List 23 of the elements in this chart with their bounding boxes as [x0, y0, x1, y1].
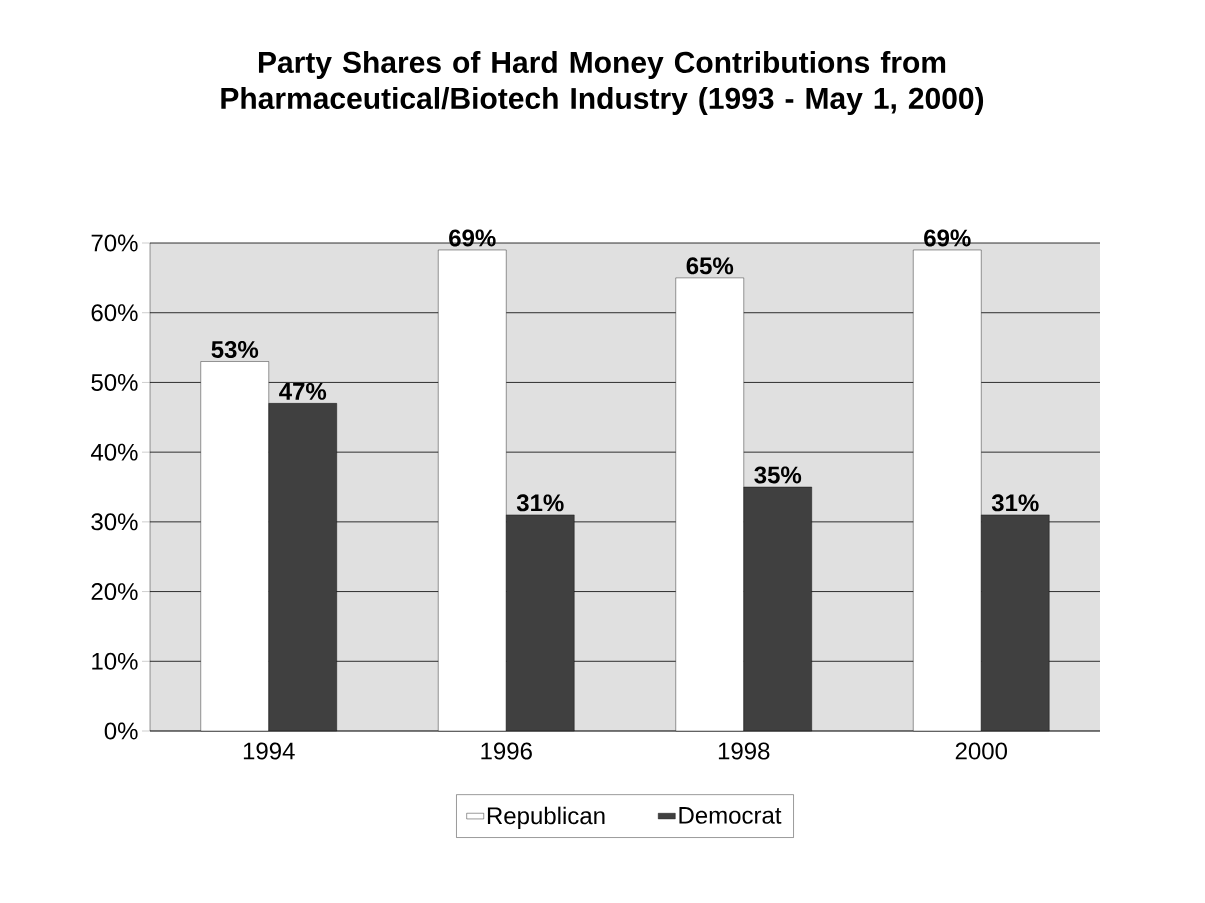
y-tick-label: 30%: [91, 513, 138, 531]
data-label: 69%: [924, 229, 971, 247]
x-tick-label: 1998: [718, 742, 770, 760]
data-label: 65%: [686, 257, 734, 275]
data-label: 53%: [211, 340, 259, 358]
y-tick-label: 50%: [91, 373, 138, 391]
x-tick-label: 2000: [955, 742, 1007, 760]
y-tick-label: 10%: [92, 652, 138, 670]
y-tick-label: 70%: [91, 234, 138, 252]
x-tick-label: 1994: [243, 742, 295, 760]
legend-label: Democrat: [679, 807, 782, 824]
chart-title: Party Shares of Hard Money Contributions from Pharmaceutical/Biotech Industry (1993 - May 1, 2000): [221, 51, 984, 115]
legend-label: Republican: [487, 806, 605, 830]
data-label: 47%: [279, 382, 327, 400]
y-tick-label: 40%: [90, 443, 138, 461]
y-tick-label: 0%: [104, 722, 138, 740]
data-label: 35%: [754, 466, 802, 484]
y-tick-label: 20%: [91, 583, 138, 601]
y-tick-label: 60%: [91, 304, 138, 322]
data-label: 31%: [516, 494, 564, 512]
data-label: 69%: [449, 229, 496, 247]
data-label: 31%: [991, 494, 1039, 512]
x-tick-label: 1996: [481, 742, 532, 760]
